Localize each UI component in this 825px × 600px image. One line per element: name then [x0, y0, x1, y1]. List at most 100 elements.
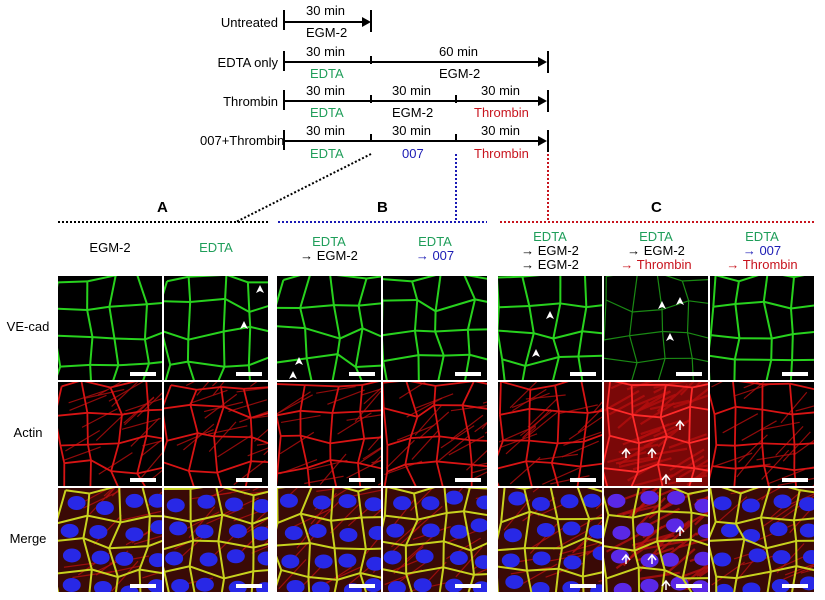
channel-label-merge: Merge	[9, 531, 47, 546]
scale-bar	[349, 584, 375, 588]
actin-micrograph	[710, 382, 814, 486]
duration-label: 30 min	[306, 83, 346, 98]
arrowhead-icon	[676, 297, 684, 305]
arrowhead-icon	[532, 349, 540, 357]
duration-label: 30 min	[306, 123, 346, 138]
treatment-label: EGM-2	[439, 66, 481, 81]
timeline-tick	[455, 95, 457, 103]
actin-micrograph	[383, 382, 487, 486]
timeline-tick	[455, 134, 457, 142]
scale-bar	[455, 584, 481, 588]
column-header: EDTA → EGM-2 → Thrombin	[620, 229, 692, 272]
merge-micrograph	[498, 488, 602, 592]
duration-label: 30 min	[392, 83, 432, 98]
actin-micrograph	[58, 382, 162, 486]
arrowhead-icon	[546, 311, 554, 319]
timeline-tick	[547, 51, 549, 73]
arrow-icon	[362, 17, 371, 27]
column-header: EDTA → EGM-2 → EGM-2	[521, 229, 579, 272]
duration-label: 30 min	[306, 3, 346, 18]
scale-bar	[455, 478, 481, 482]
timeline-tick	[370, 95, 372, 103]
merge-micrograph	[710, 488, 814, 592]
scale-bar	[455, 372, 481, 376]
actin-micrograph	[604, 382, 708, 486]
scale-bar	[676, 478, 702, 482]
timeline-bar	[284, 100, 542, 102]
duration-label: 60 min	[439, 44, 479, 59]
timeline-row-label: Untreated	[220, 15, 278, 30]
arrow-icon	[538, 136, 547, 146]
timeline-row-label: Thrombin	[223, 94, 278, 109]
arrowhead-icon	[658, 301, 666, 309]
section-label-c: C	[651, 199, 662, 216]
scale-bar	[782, 584, 808, 588]
vecad-micrograph	[710, 276, 814, 380]
scale-bar	[349, 478, 375, 482]
timeline-tick	[370, 56, 372, 64]
scale-bar	[130, 372, 156, 376]
treatment-label: EDTA	[310, 105, 344, 120]
scale-bar	[236, 478, 262, 482]
actin-micrograph	[498, 382, 602, 486]
timeline-bar	[284, 21, 366, 23]
treatment-label: EDTA	[310, 66, 344, 81]
merge-micrograph	[604, 488, 708, 592]
timeline-tick	[370, 134, 372, 142]
scale-bar	[349, 372, 375, 376]
scale-bar	[236, 584, 262, 588]
treatment-label: EDTA	[310, 146, 344, 161]
vecad-micrograph	[604, 276, 708, 380]
timeline-tick	[547, 130, 549, 152]
column-header: EDTA → EGM-2	[300, 234, 358, 263]
treatment-label: 007	[402, 146, 424, 161]
actin-micrograph	[277, 382, 381, 486]
arrowhead-icon	[256, 285, 264, 293]
scale-bar	[236, 372, 262, 376]
arrowhead-icon	[295, 357, 303, 365]
vecad-micrograph	[164, 276, 268, 380]
timeline-row-label: 007+Thrombin	[200, 133, 285, 148]
vecad-micrograph	[383, 276, 487, 380]
treatment-label: EGM-2	[306, 25, 348, 40]
scale-bar	[130, 478, 156, 482]
scale-bar	[570, 478, 596, 482]
channel-label-actin: Actin	[13, 425, 43, 440]
scale-bar	[676, 372, 702, 376]
merge-micrograph	[277, 488, 381, 592]
channel-label-vecad: VE-cad	[6, 319, 50, 334]
vecad-micrograph	[277, 276, 381, 380]
merge-micrograph	[164, 488, 268, 592]
arrowhead-icon	[289, 371, 297, 379]
scale-bar	[130, 584, 156, 588]
vecad-micrograph	[58, 276, 162, 380]
column-header: EDTA	[199, 240, 233, 255]
timeline-tick	[547, 90, 549, 112]
arrowhead-icon	[240, 321, 248, 329]
vecad-micrograph	[498, 276, 602, 380]
merge-micrograph	[383, 488, 487, 592]
timeline-tick	[370, 10, 372, 32]
duration-label: 30 min	[306, 44, 346, 59]
scale-bar	[570, 372, 596, 376]
duration-label: 30 min	[392, 123, 432, 138]
treatment-label: EGM-2	[392, 105, 434, 120]
timeline-bar	[284, 61, 542, 63]
treatment-label: Thrombin	[474, 146, 529, 161]
duration-label: 30 min	[481, 83, 521, 98]
merge-micrograph	[58, 488, 162, 592]
arrow-icon	[538, 57, 547, 67]
section-label-a: A	[157, 199, 168, 216]
actin-micrograph	[164, 382, 268, 486]
column-header: EGM-2	[89, 240, 131, 255]
timeline-row-label: EDTA only	[217, 55, 278, 70]
scale-bar	[782, 478, 808, 482]
arrowhead-icon	[666, 333, 674, 341]
column-header: EDTA → 007 → Thrombin	[726, 229, 798, 272]
timeline-bar	[284, 140, 542, 142]
duration-label: 30 min	[481, 123, 521, 138]
timeline-tick	[283, 10, 285, 30]
scale-bar	[782, 372, 808, 376]
column-header: EDTA → 007	[415, 234, 455, 263]
treatment-label: Thrombin	[474, 105, 529, 120]
